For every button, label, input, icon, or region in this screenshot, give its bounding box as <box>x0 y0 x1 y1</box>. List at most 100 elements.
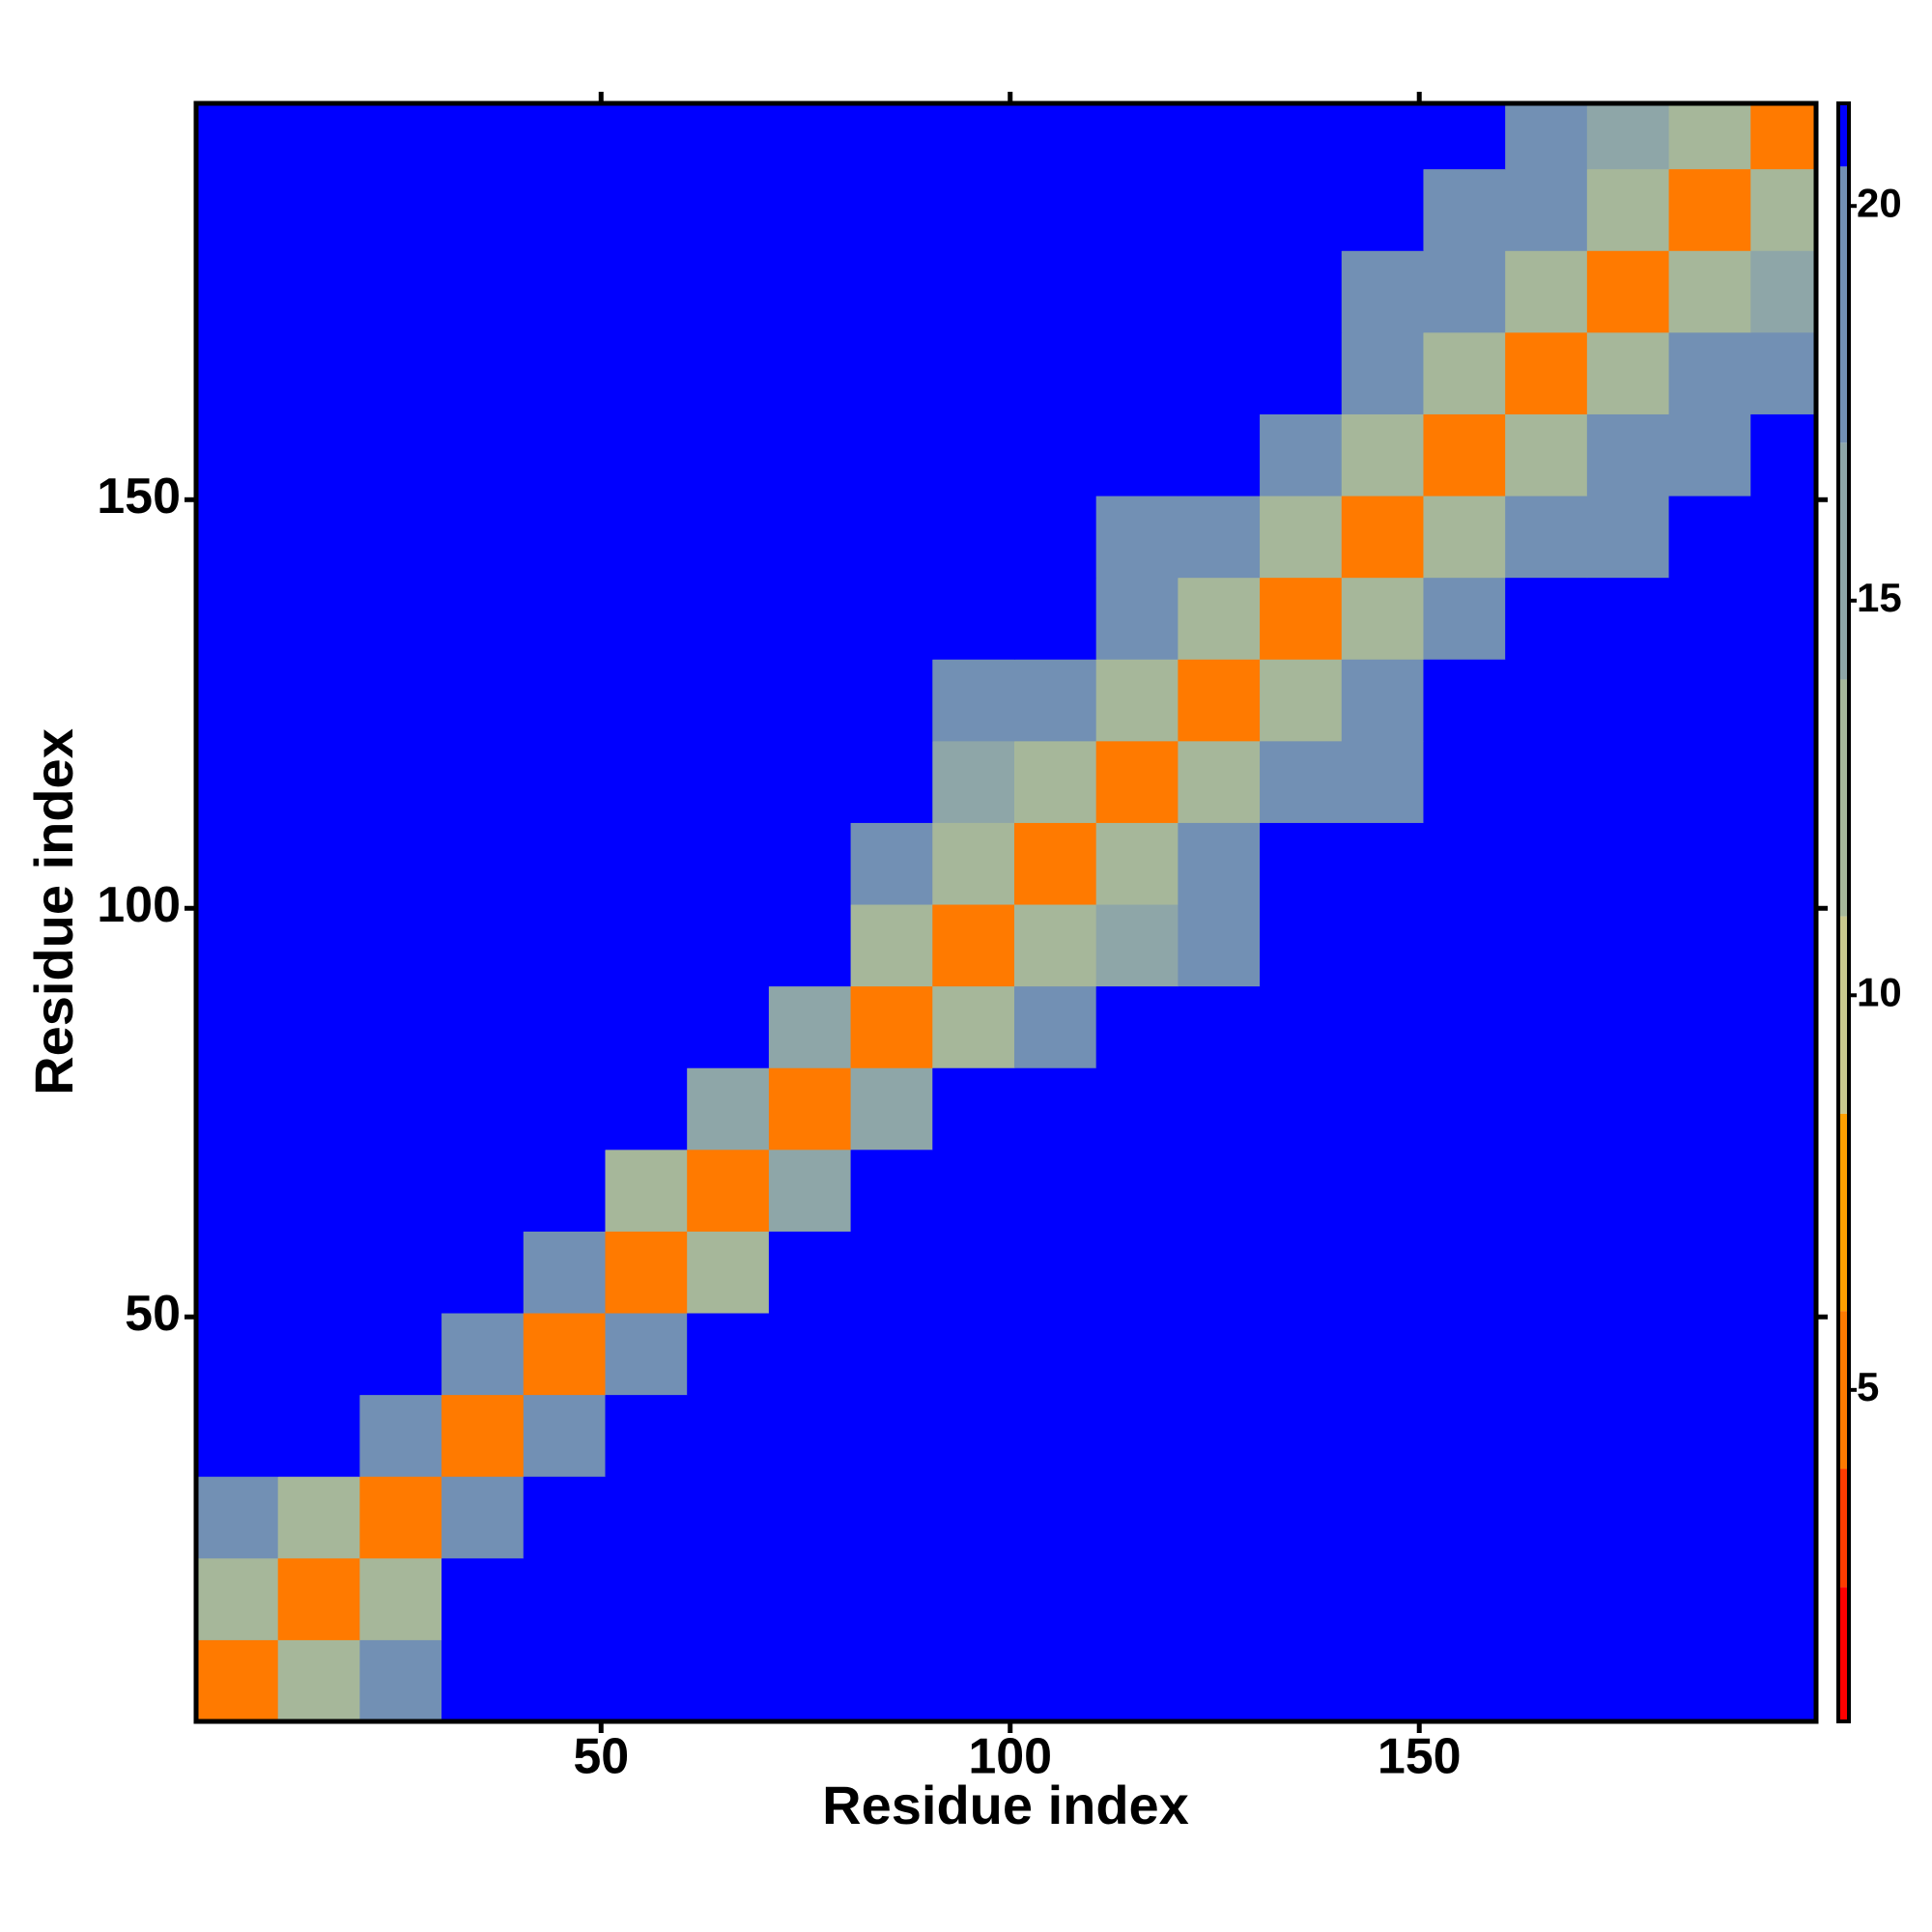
heat-cell <box>1341 577 1424 660</box>
heat-cell <box>1668 413 1751 497</box>
heat-cell <box>277 103 360 170</box>
heat-cell <box>768 1149 852 1232</box>
heat-cell <box>605 103 688 170</box>
heat-cell <box>768 659 852 742</box>
heat-cell <box>687 103 770 170</box>
colorbar-tick-label: 5 <box>1857 1364 1879 1409</box>
heat-cell <box>1260 1149 1343 1232</box>
heat-cell <box>605 904 688 987</box>
heat-cell <box>1013 1557 1097 1640</box>
heat-cell <box>850 740 933 823</box>
heat-cell <box>1423 1557 1506 1640</box>
heat-cell <box>605 168 688 251</box>
heat-cell <box>1423 985 1506 1068</box>
heat-cell <box>196 168 279 251</box>
heat-cell <box>932 1394 1015 1477</box>
heat-cell <box>1260 659 1343 742</box>
heat-cell <box>1013 740 1097 823</box>
heat-cell <box>277 740 360 823</box>
heat-cell <box>1750 1557 1817 1640</box>
colorbar-segment <box>1838 1468 1849 1588</box>
heat-cell <box>850 250 933 333</box>
heat-cell <box>196 250 279 333</box>
heat-cell <box>768 103 852 170</box>
heat-cell <box>1341 822 1424 905</box>
heat-cell <box>1586 904 1670 987</box>
heat-cell <box>768 1557 852 1640</box>
heat-cell <box>1668 985 1751 1068</box>
heat-cell <box>687 168 770 251</box>
x-axis-title: Residue index <box>822 1775 1189 1835</box>
heat-cell <box>1178 985 1261 1068</box>
heat-cell <box>1586 985 1670 1068</box>
heat-cell <box>1750 413 1817 497</box>
x-tick-label: 50 <box>573 1729 629 1785</box>
heat-cell <box>1260 168 1343 251</box>
heat-cell <box>1505 103 1588 170</box>
colorbar-segment <box>1838 1113 1849 1312</box>
heat-cell <box>1260 1394 1343 1477</box>
heat-cell <box>687 1231 770 1314</box>
heat-cell <box>932 985 1015 1068</box>
heat-cell <box>277 1639 360 1722</box>
heat-cell <box>850 331 933 414</box>
heat-cell <box>1095 1231 1179 1314</box>
heat-cell <box>441 103 525 170</box>
heat-cell <box>359 413 442 497</box>
heat-cell <box>1668 496 1751 579</box>
heat-cell <box>1260 822 1343 905</box>
heat-cell <box>687 1639 770 1722</box>
heat-cell <box>687 1067 770 1151</box>
heat-cell <box>441 1557 525 1640</box>
heat-cell <box>1095 413 1179 497</box>
heat-cell <box>1668 577 1751 660</box>
heat-cell <box>1095 1313 1179 1396</box>
heat-cell <box>687 1476 770 1559</box>
heat-cell <box>1341 1476 1424 1559</box>
heat-cell <box>768 1313 852 1396</box>
heat-cell <box>1668 904 1751 987</box>
heat-cell <box>1668 1149 1751 1232</box>
heat-cell <box>1423 496 1506 579</box>
heat-cell <box>1013 103 1097 170</box>
heat-cell <box>1095 1639 1179 1722</box>
heat-cell <box>687 822 770 905</box>
heat-cell <box>605 496 688 579</box>
heat-cell <box>850 577 933 660</box>
heat-cell <box>1423 1313 1506 1396</box>
heat-cell <box>1178 331 1261 414</box>
heat-cell <box>1750 985 1817 1068</box>
heat-cell <box>196 985 279 1068</box>
heat-cell <box>850 1394 933 1477</box>
heat-cell <box>605 659 688 742</box>
heat-cell <box>850 659 933 742</box>
heat-cell <box>605 740 688 823</box>
heat-cell <box>1750 1313 1817 1396</box>
heat-cell <box>1260 331 1343 414</box>
heat-cell <box>196 331 279 414</box>
heat-cell <box>1750 496 1817 579</box>
heat-cell <box>1260 413 1343 497</box>
heat-cell <box>1423 1067 1506 1151</box>
heat-cell <box>1505 1313 1588 1396</box>
heat-cell <box>1178 250 1261 333</box>
heat-cell <box>768 985 852 1068</box>
heat-cell <box>1095 822 1179 905</box>
heat-cell <box>523 659 606 742</box>
heat-cell <box>1095 1067 1179 1151</box>
heat-cell <box>1013 250 1097 333</box>
heat-cell <box>523 1476 606 1559</box>
heat-cell <box>277 1067 360 1151</box>
heat-cell <box>850 1313 933 1396</box>
heat-cell <box>605 577 688 660</box>
heat-cell <box>1178 103 1261 170</box>
heat-cell <box>1423 904 1506 987</box>
heat-cell <box>441 1394 525 1477</box>
heat-cell <box>1341 1394 1424 1477</box>
heat-cell <box>1095 496 1179 579</box>
heat-cell <box>441 985 525 1068</box>
heat-cell <box>605 1149 688 1232</box>
heat-cell <box>441 822 525 905</box>
heat-cell <box>1505 822 1588 905</box>
heat-cell <box>523 577 606 660</box>
